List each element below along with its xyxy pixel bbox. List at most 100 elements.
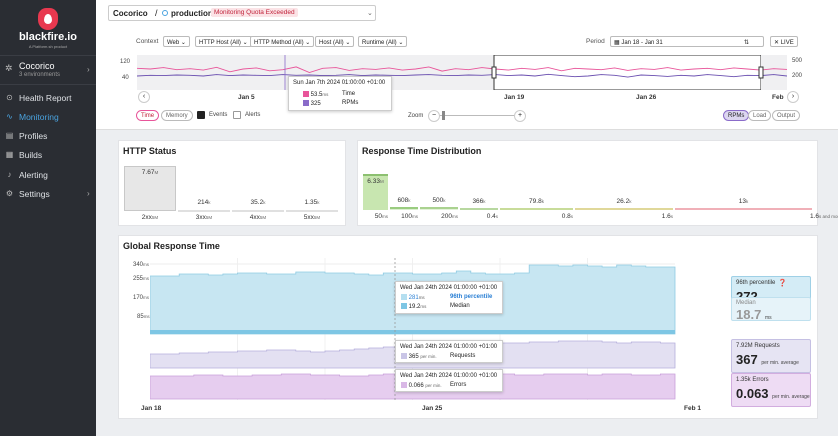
breadcrumb-org[interactable]: Cocorico bbox=[113, 9, 148, 18]
context-value: Web bbox=[167, 39, 180, 46]
rtd-bar[interactable] bbox=[675, 208, 812, 210]
sort-icon[interactable]: ⇅ bbox=[743, 39, 749, 46]
sidebar-item-profiles[interactable]: ▤ Profiles bbox=[0, 127, 96, 146]
tooltip-value: 53.5 bbox=[310, 92, 323, 98]
rtd-bar[interactable] bbox=[420, 207, 458, 210]
median-value-wrap: 18.7 ms bbox=[736, 307, 772, 322]
rtd-label: 0.4s bbox=[486, 213, 498, 220]
http-status-value-unit: k bbox=[317, 200, 320, 205]
requests-stat[interactable]: 7.92M Requests 367 per min. average bbox=[731, 339, 811, 373]
live-button[interactable]: ✕ LIVE bbox=[770, 36, 798, 47]
chevron-down-icon[interactable]: ⌄ bbox=[367, 10, 373, 17]
output-toggle-label: Output bbox=[777, 112, 796, 119]
sidebar-item-label: Monitoring bbox=[19, 112, 59, 122]
http-status-label-unit: 5M bbox=[259, 215, 267, 220]
pulse-icon: ∿ bbox=[6, 112, 13, 121]
live-label: LIVE bbox=[780, 39, 794, 46]
sidebar-item-settings[interactable]: ⚙ Settings › bbox=[0, 185, 96, 204]
selection-right-handle[interactable] bbox=[758, 66, 764, 79]
time-series-line bbox=[137, 66, 787, 73]
environment-icon bbox=[162, 10, 168, 16]
selection-left-handle[interactable] bbox=[491, 66, 497, 79]
overview-next-button[interactable]: › bbox=[787, 91, 799, 103]
breadcrumb-separator: / bbox=[155, 8, 158, 18]
overview-selection[interactable] bbox=[493, 55, 762, 90]
tooltip-date: Wed Jan 24th 2024 01:00:00 +01:00 bbox=[400, 373, 498, 379]
rpms-toggle-label: RPMs bbox=[728, 112, 745, 119]
grt-y-tick-unit: ms bbox=[143, 314, 150, 319]
sidebar-item-label: Builds bbox=[19, 150, 43, 160]
sidebar-item-health-report[interactable]: ⊙ Health Report bbox=[0, 89, 96, 108]
http-status-label-unit: 5M bbox=[313, 215, 321, 220]
profiles-icon: ▤ bbox=[5, 131, 14, 140]
http-status-bar[interactable] bbox=[232, 210, 284, 212]
tooltip-value: 281 bbox=[408, 295, 419, 301]
overview-chart[interactable] bbox=[137, 55, 787, 90]
grt-y-tick: 255ms bbox=[133, 276, 149, 282]
output-toggle[interactable]: Output bbox=[772, 110, 801, 121]
brand-name: blackfire.io bbox=[18, 31, 78, 43]
events-label: Events bbox=[209, 112, 228, 118]
host-select[interactable]: Host (All) ⌄ bbox=[315, 36, 355, 47]
period-select[interactable]: ▦ Jan 18 - Jan 31 ⇅ bbox=[610, 36, 764, 47]
sidebar-item-alerting[interactable]: ♪ Alerting bbox=[0, 166, 96, 185]
http-status-value: 7.67M bbox=[141, 169, 159, 176]
http-status-label: 5xx5M bbox=[303, 214, 321, 221]
http-host-select[interactable]: HTTP Host (All) ⌄ bbox=[195, 36, 252, 47]
rpms-toggle[interactable]: RPMs bbox=[723, 110, 750, 121]
zoom-out-label: − bbox=[431, 112, 437, 119]
context-select[interactable]: Web ⌄ bbox=[163, 36, 190, 47]
blackfire-logo-icon[interactable] bbox=[38, 8, 58, 30]
http-method-select[interactable]: HTTP Method (All) ⌄ bbox=[250, 36, 315, 47]
help-icon[interactable]: ❓ bbox=[778, 280, 787, 287]
requests-value: 367 bbox=[736, 352, 758, 367]
rtd-label: 1.6s bbox=[661, 213, 673, 220]
http-status-bar[interactable] bbox=[178, 209, 230, 212]
runtime-value: Runtime (All) bbox=[362, 39, 397, 46]
rtd-bar[interactable] bbox=[363, 174, 388, 210]
http-status-value: 35.2k bbox=[250, 199, 266, 206]
zoom-out-button[interactable]: − bbox=[428, 110, 440, 122]
http-status-label-unit: 5M bbox=[151, 215, 159, 220]
http-status-bar[interactable] bbox=[286, 210, 338, 212]
rtd-value-unit: k bbox=[483, 198, 486, 204]
errors-title: 1.35k Errors bbox=[736, 377, 769, 383]
http-host-value: HTTP Host (All) bbox=[199, 39, 241, 46]
grt-y-tick: 85ms bbox=[137, 314, 150, 320]
org-switcher[interactable]: ✲ Cocorico 3 environments › bbox=[0, 55, 96, 85]
errors-stat[interactable]: 1.35k Errors 0.063 per min. average bbox=[731, 373, 811, 407]
rtd-value: 366k bbox=[472, 197, 486, 205]
breadcrumb[interactable]: Cocorico / production Monitoring Quota E… bbox=[108, 5, 376, 21]
rtd-bar[interactable] bbox=[575, 208, 673, 210]
overview-y-left-tick: 120 bbox=[120, 59, 131, 65]
zoom-handle[interactable] bbox=[442, 111, 445, 120]
http-status-value-unit: M bbox=[154, 170, 159, 175]
tooltip-row: 365 per min. bbox=[401, 353, 437, 360]
http-status-bar[interactable] bbox=[124, 166, 176, 211]
grt-y-tick-value: 340 bbox=[133, 262, 144, 268]
overview-x-tick: Jan 5 bbox=[238, 94, 255, 101]
rtd-label-unit: ms bbox=[412, 214, 418, 219]
sidebar-item-builds[interactable]: ▦ Builds bbox=[0, 146, 96, 165]
rtd-bar[interactable] bbox=[390, 206, 418, 210]
zoom-in-button[interactable]: + bbox=[514, 110, 526, 122]
tooltip-row: 0.066 per min. bbox=[401, 382, 442, 389]
memory-toggle[interactable]: Memory bbox=[161, 110, 193, 121]
rtd-bar[interactable] bbox=[500, 208, 573, 210]
sidebar-item-monitoring[interactable]: ∿ Monitoring bbox=[0, 108, 96, 127]
rtd-bar[interactable] bbox=[460, 207, 498, 210]
events-checkbox[interactable] bbox=[197, 111, 205, 119]
breadcrumb-env[interactable]: production bbox=[171, 9, 213, 18]
tooltip-unit: ms bbox=[418, 295, 425, 300]
time-toggle[interactable]: Time bbox=[136, 110, 160, 121]
overview-x-tick: Jan 26 bbox=[636, 94, 657, 101]
runtime-select[interactable]: Runtime (All) ⌄ bbox=[358, 36, 408, 47]
overview-prev-button[interactable]: ‹ bbox=[138, 91, 150, 103]
zoom-slider[interactable] bbox=[440, 115, 514, 116]
rtd-value: 6.33M bbox=[367, 178, 384, 185]
load-toggle[interactable]: Load bbox=[748, 110, 772, 121]
context-label: Context bbox=[136, 38, 159, 45]
median-stat[interactable]: Median 18.7 ms bbox=[731, 297, 811, 322]
grt-x-tick: Jan 18 bbox=[141, 405, 162, 412]
alerts-checkbox[interactable] bbox=[233, 111, 241, 119]
